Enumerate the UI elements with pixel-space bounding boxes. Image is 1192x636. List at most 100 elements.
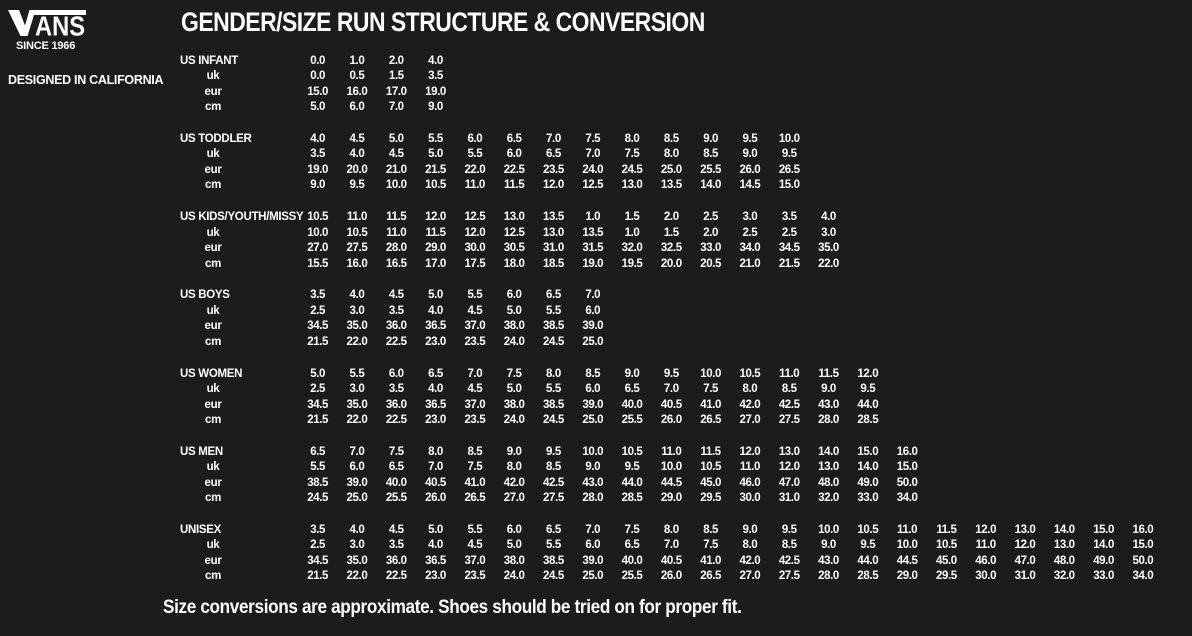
size-value: 7.5	[585, 132, 601, 145]
size-row-cm: cm 21.5 22.0 22.5 23.0 23.5 24.0 24.5 25.0 25.5 26…	[180, 569, 1163, 585]
size-value: 25.0	[582, 570, 604, 583]
size-value: 12.0	[739, 445, 761, 458]
size-row-eur: eur 34.5 35.0 36.0 36.5 37.0 38.0 38.5 39.0 40.0 4…	[180, 553, 1163, 569]
size-value: 13.0	[503, 211, 525, 224]
size-value: 8.5	[663, 132, 679, 145]
section-label: US TODDLER	[180, 132, 252, 145]
size-value: 16.5	[385, 257, 407, 270]
size-value: 7.5	[506, 367, 522, 380]
size-value: 6.0	[349, 101, 365, 114]
size-value: 1.5	[388, 70, 404, 83]
size-value: 8.0	[624, 132, 640, 145]
size-value: 20.5	[700, 257, 722, 270]
size-value: 13.0	[543, 226, 564, 239]
size-value: 7.0	[349, 445, 365, 458]
size-value: 3.5	[388, 383, 404, 395]
size-value: 9.5	[663, 367, 679, 380]
size-value: 4.0	[428, 304, 443, 317]
size-value: 47.0	[778, 476, 800, 489]
size-value: 6.5	[624, 383, 640, 395]
size-value: 24.5	[307, 492, 329, 505]
row-label-eur: eur	[204, 242, 222, 255]
size-value: 3.0	[349, 539, 365, 552]
size-value: 48.0	[1053, 554, 1075, 567]
size-value: 27.0	[739, 570, 761, 583]
size-value: 5.5	[546, 539, 561, 552]
size-value: 11.5	[818, 367, 839, 380]
size-value: 4.5	[388, 148, 404, 161]
size-value: 10.0	[660, 461, 682, 474]
size-value: 16.0	[346, 257, 368, 270]
size-value: 8.0	[546, 367, 561, 380]
size-value: 6.0	[349, 461, 365, 474]
size-value: 34.5	[778, 242, 800, 255]
row-label-eur: eur	[204, 554, 222, 567]
size-value: 35.0	[346, 320, 368, 333]
size-value: 10.5	[739, 367, 761, 380]
size-value: 12.0	[857, 367, 879, 380]
size-value: 40.0	[385, 476, 407, 489]
size-value: 28.5	[621, 492, 643, 505]
size-value: 13.0	[621, 179, 643, 192]
size-value: 32.0	[621, 242, 643, 255]
size-value: 7.0	[546, 132, 561, 145]
size-value: 22.5	[385, 414, 407, 426]
size-value: 24.5	[543, 570, 564, 583]
size-value: 7.5	[388, 445, 404, 458]
size-value: 28.0	[818, 414, 839, 426]
size-row-uk: uk 0.0 0.5 1.5 3.5	[180, 69, 1163, 85]
size-value: 22.5	[385, 335, 407, 348]
size-value: 42.0	[503, 476, 525, 489]
size-row-uk: uk 3.5 4.0 4.5 5.0 5.5 6.0 6.5 7.0 7.5 8.0 8.5 9.0 9.…	[180, 147, 1163, 163]
size-value: 12.5	[582, 179, 604, 192]
size-value: 9.5	[624, 461, 640, 474]
size-value: 30.0	[975, 570, 997, 583]
size-value: 36.5	[425, 320, 446, 333]
size-value: 2.5	[703, 211, 719, 224]
size-value: 31.5	[582, 242, 604, 255]
size-value: 32.0	[818, 492, 839, 505]
size-row-uk: uk 2.5 3.0 3.5 4.0 4.5 5.0 5.5 6.0 6.5 7.0 7.5 8.0 8.…	[180, 538, 1163, 554]
disclaimer-text: Size conversions are approximate. Shoes …	[163, 596, 742, 618]
size-value: 23.5	[543, 163, 564, 176]
size-value: 4.5	[388, 289, 404, 302]
size-value: 26.5	[700, 414, 722, 426]
size-value: 9.0	[585, 461, 601, 474]
size-value: 7.0	[388, 101, 404, 114]
size-row-us: US MEN 6.5 7.0 7.5 8.0 8.5 9.0 9.5 10.0 10.5 11.0 1…	[180, 444, 1163, 460]
size-value: 10.0	[700, 367, 722, 380]
size-value: 44.0	[857, 398, 879, 411]
size-value: 44.5	[660, 476, 682, 489]
size-row-cm: cm 9.0 9.5 10.0 10.5 11.0 11.5 12.0 12.5 13.0 13.5…	[180, 178, 1163, 194]
size-value: 9.5	[742, 132, 758, 145]
size-value: 16.0	[1132, 523, 1154, 536]
size-value: 18.5	[543, 257, 564, 270]
size-value: 6.5	[428, 367, 443, 380]
size-value: 29.5	[936, 570, 957, 583]
size-value: 19.0	[425, 85, 446, 98]
size-value: 3.5	[388, 539, 404, 552]
size-value: 1.5	[663, 226, 679, 239]
size-value: 15.5	[307, 257, 329, 270]
size-value: 36.0	[385, 554, 407, 567]
size-value: 3.5	[781, 211, 797, 224]
size-value: 28.0	[385, 242, 407, 255]
size-value: 25.0	[346, 492, 368, 505]
size-value: 15.0	[307, 85, 329, 98]
size-row-us: US INFANT 0.0 1.0 2.0 4.0	[180, 53, 1163, 69]
size-value: 3.0	[742, 211, 758, 224]
size-value: 4.5	[467, 304, 483, 317]
size-row-cm: cm 21.5 22.0 22.5 23.0 23.5 24.0 24.5 25.0	[180, 334, 1163, 350]
size-value: 5.5	[310, 461, 326, 474]
size-value: 9.0	[703, 132, 719, 145]
size-value: 28.0	[582, 492, 604, 505]
size-value: 12.0	[778, 461, 800, 474]
size-value: 10.5	[425, 179, 446, 192]
size-value: 39.0	[582, 398, 604, 411]
size-value: 10.0	[582, 445, 604, 458]
size-value: 23.5	[464, 414, 486, 426]
size-value: 5.0	[310, 101, 326, 114]
size-value: 15.0	[896, 461, 918, 474]
size-value: 40.5	[660, 398, 682, 411]
size-value: 8.5	[467, 445, 483, 458]
